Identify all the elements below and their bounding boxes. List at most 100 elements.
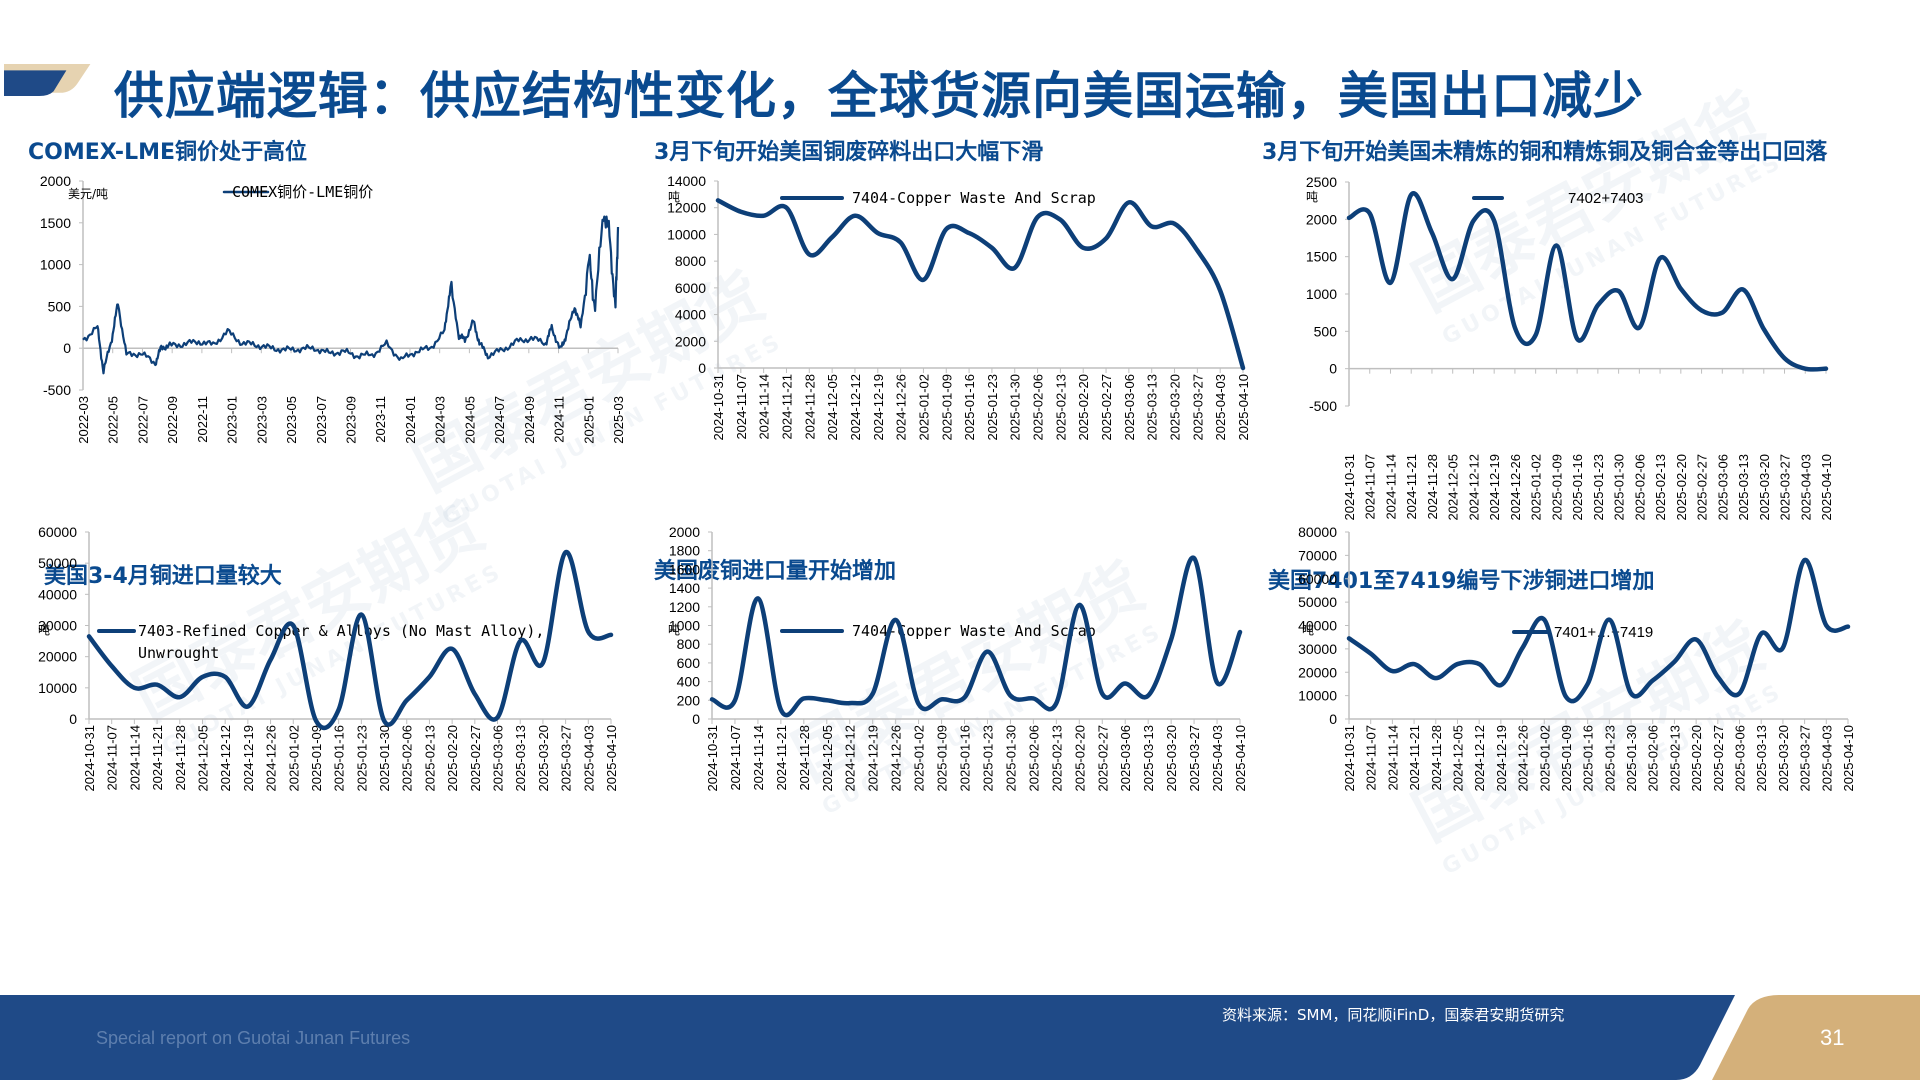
x-tick-label: 2024-11-07	[105, 725, 120, 791]
y-tick-label: 50000	[1298, 594, 1337, 610]
x-tick-label: 2025-01-16	[1581, 725, 1596, 792]
x-tick-label: 2024-12-05	[195, 725, 210, 792]
legend-label: 7404-Copper Waste And Scrap	[852, 622, 1096, 640]
unit-label: 吨	[1302, 623, 1314, 637]
x-tick-label: 2024-11-14	[127, 725, 142, 791]
x-tick-label: 2025-01-16	[962, 374, 977, 441]
x-tick-label: 2025-02-06	[1632, 454, 1647, 521]
y-tick-label: 60000	[1298, 571, 1337, 587]
x-tick-label: 2025-03	[611, 396, 626, 444]
chart-us_scrap_import: 2000180016001400120010008006004002000202…	[668, 524, 1248, 792]
x-tick-label: 2025-03-13	[513, 725, 528, 792]
footer-tagline: Special report on Guotai Junan Futures	[96, 1028, 411, 1048]
x-tick-label: 2025-04-10	[604, 725, 619, 792]
x-tick-label: 2024-12-26	[889, 725, 904, 792]
x-tick-label: 2025-01-02	[916, 374, 931, 441]
unit-label: 吨	[668, 190, 680, 204]
chart-title: 3月下旬开始美国铜废碎料出口大幅下滑	[654, 140, 1044, 165]
y-tick-label: 30000	[1298, 641, 1337, 657]
x-tick-label: 2024-12-12	[848, 374, 863, 441]
x-tick-label: 2025-03-13	[1754, 725, 1769, 792]
x-tick-label: 2025-01-02	[912, 725, 927, 792]
x-tick-label: 2024-12-19	[1487, 454, 1502, 521]
x-tick-label: 2025-03-06	[1122, 374, 1137, 441]
x-tick-label: 2023-05	[284, 396, 299, 444]
x-tick-label: 2022-05	[106, 396, 121, 444]
x-tick-label: 2025-02-27	[1695, 454, 1710, 521]
y-tick-label: 2000	[675, 333, 706, 349]
x-tick-label: 2024-11-21	[1407, 725, 1422, 791]
x-tick-label: 2025-01-02	[286, 725, 301, 792]
x-tick-label: 2024-11-21	[774, 725, 789, 791]
y-tick-label: 1600	[669, 561, 700, 577]
x-tick-label: 2025-01-30	[1612, 454, 1627, 521]
x-tick-label: 2022-03	[76, 396, 91, 444]
y-tick-label: 0	[698, 360, 706, 376]
x-tick-label: 2025-02-20	[1689, 725, 1704, 792]
y-tick-label: 12000	[667, 200, 706, 216]
x-tick-label: 2024-12-05	[1450, 725, 1465, 792]
series-line	[1346, 557, 1851, 704]
y-tick-label: 1500	[1306, 249, 1337, 265]
header-accent	[4, 64, 91, 96]
x-tick-label: 2024-12-12	[1472, 725, 1487, 792]
x-tick-label: 2025-03-06	[491, 725, 506, 792]
y-tick-label: 2000	[40, 173, 71, 189]
y-tick-label: 800	[677, 636, 701, 652]
x-tick-label: 2024-12-19	[1494, 725, 1509, 792]
x-tick-label: 2024-11-21	[779, 374, 794, 440]
y-tick-label: 0	[1329, 361, 1337, 377]
x-tick-label: 2025-04-03	[581, 725, 596, 792]
x-tick-label: 2025-04-10	[1841, 725, 1856, 792]
x-tick-label: 2025-03-27	[559, 725, 574, 792]
x-tick-label: 2025-02-13	[1053, 374, 1068, 441]
y-tick-label: 400	[677, 674, 701, 690]
page-title: 供应端逻辑：供应结构性变化，全球货源向美国运输，美国出口减少	[114, 67, 1644, 125]
x-tick-label: 2024-12-26	[1508, 454, 1523, 521]
x-tick-label: 2025-01-09	[1559, 725, 1574, 792]
x-tick-label: 2024-12-05	[1446, 454, 1461, 521]
x-tick-label: 2025-04-10	[1236, 374, 1251, 441]
x-tick-label: 2024-01	[403, 396, 418, 444]
x-tick-label: 2024-11-14	[1385, 725, 1400, 791]
x-tick-label: 2025-02-13	[1049, 725, 1064, 792]
y-tick-label: 10000	[38, 680, 77, 696]
x-tick-label: 2025-04-03	[1798, 454, 1813, 521]
x-tick-label: 2023-01	[225, 396, 240, 444]
x-tick-label: 2024-12-26	[1516, 725, 1531, 792]
x-tick-label: 2022-07	[135, 396, 150, 444]
chart-us_refined_export: 2500 2000 1500 1000 500 0 -500 2024-10-31 2024-1…	[1306, 174, 1834, 521]
x-tick-label: 2025-02-27	[1099, 374, 1114, 441]
chart-us_scrap_export: 14000 12000 10000 8000 6000 4000 2000 0 2024-10-…	[667, 173, 1251, 441]
x-tick-label: 2024-11-14	[751, 725, 766, 791]
x-tick-label: 2025-03-06	[1715, 454, 1730, 521]
series-line	[709, 555, 1243, 718]
legend-label: Unwrought	[138, 644, 219, 662]
series-line	[82, 215, 620, 375]
x-tick-label: 2025-02-20	[1674, 454, 1689, 521]
x-tick-label: 2025-03-20	[1776, 725, 1791, 792]
x-tick-label: 2025-02-20	[445, 725, 460, 792]
x-tick-label: 2025-02-27	[1711, 725, 1726, 792]
y-tick-label: 500	[1314, 323, 1338, 339]
x-tick-label: 2024-11-14	[1383, 454, 1398, 520]
chart-us_refined_import: 60000 50000 40000 30000 20000 10000 0 2024-10-3…	[38, 524, 619, 792]
x-tick-label: 2025-01-30	[377, 725, 392, 792]
unit-label: 美元/吨	[68, 187, 108, 201]
x-tick-label: 2025-01-23	[980, 725, 995, 792]
y-tick-label: 20000	[38, 649, 77, 665]
x-tick-label: 2025-02-06	[1646, 725, 1661, 792]
y-tick-label: 0	[63, 340, 71, 356]
y-tick-label: 70000	[1298, 547, 1337, 563]
x-tick-label: 2024-09	[522, 396, 537, 444]
x-tick-label: 2024-11-07	[734, 374, 749, 440]
chart-title: 3月下旬开始美国未精炼的铜和精炼铜及铜合金等出口回落	[1262, 140, 1828, 165]
x-tick-label: 2025-02-13	[1667, 725, 1682, 792]
y-tick-label: 1200	[669, 599, 700, 615]
x-tick-label: 2024-10-31	[82, 725, 97, 792]
legend-label: 7403-Refined Copper & Alloys (No Mast Al…	[138, 622, 544, 640]
x-tick-label: 2022-11	[195, 396, 210, 443]
x-tick-label: 2025-01-23	[1591, 454, 1606, 521]
x-tick-label: 2024-11-07	[1364, 725, 1379, 791]
x-tick-label: 2025-01-16	[1570, 454, 1585, 521]
